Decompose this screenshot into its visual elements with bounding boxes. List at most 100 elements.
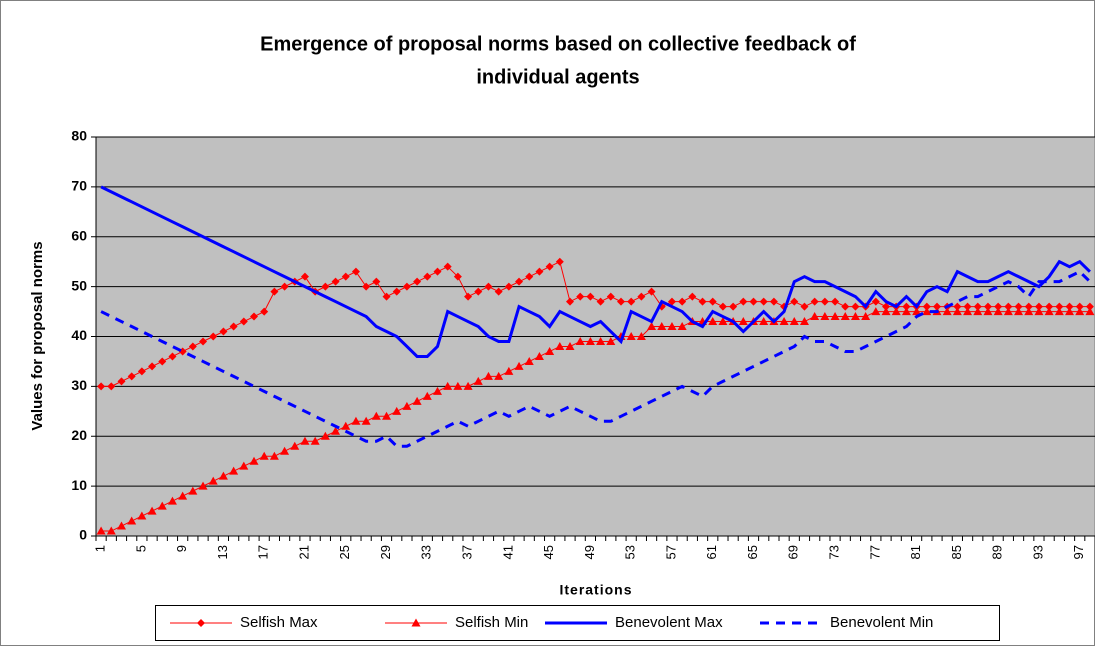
y-tick-label: 80 bbox=[71, 128, 87, 144]
marker bbox=[799, 317, 809, 326]
marker bbox=[596, 297, 605, 306]
marker bbox=[1014, 302, 1023, 311]
marker bbox=[300, 436, 310, 445]
marker bbox=[411, 618, 421, 627]
marker bbox=[362, 282, 371, 291]
x-tick-label: 29 bbox=[378, 545, 393, 559]
marker bbox=[494, 371, 504, 380]
marker bbox=[1034, 302, 1043, 311]
marker bbox=[586, 292, 595, 301]
marker bbox=[290, 441, 300, 450]
x-tick-label: 65 bbox=[745, 545, 760, 559]
marker bbox=[116, 521, 126, 530]
marker bbox=[616, 297, 625, 306]
marker bbox=[820, 312, 830, 321]
marker bbox=[647, 287, 656, 296]
marker bbox=[494, 287, 503, 296]
marker bbox=[270, 287, 279, 296]
marker bbox=[331, 426, 341, 435]
marker bbox=[209, 332, 218, 341]
marker bbox=[320, 431, 330, 440]
marker bbox=[1044, 307, 1054, 316]
marker bbox=[901, 307, 911, 316]
x-tick-label: 13 bbox=[215, 545, 230, 559]
marker bbox=[372, 277, 381, 286]
y-axis-label: Values for proposal norms bbox=[29, 241, 46, 430]
marker bbox=[759, 317, 769, 326]
marker bbox=[392, 287, 401, 296]
x-tick-label: 49 bbox=[582, 545, 597, 559]
marker bbox=[810, 297, 819, 306]
marker bbox=[483, 371, 493, 380]
marker bbox=[922, 302, 931, 311]
marker bbox=[555, 341, 565, 350]
marker bbox=[942, 307, 952, 316]
marker bbox=[993, 307, 1003, 316]
marker bbox=[983, 302, 992, 311]
marker bbox=[199, 337, 208, 346]
marker bbox=[932, 302, 941, 311]
y-tick-label: 40 bbox=[71, 327, 87, 343]
marker bbox=[473, 376, 483, 385]
marker bbox=[698, 297, 707, 306]
marker bbox=[371, 411, 381, 420]
marker bbox=[637, 292, 646, 301]
marker bbox=[902, 302, 911, 311]
y-tick-label: 70 bbox=[71, 178, 87, 194]
marker bbox=[239, 461, 249, 470]
marker bbox=[759, 297, 768, 306]
marker bbox=[871, 307, 881, 316]
marker bbox=[239, 317, 248, 326]
marker bbox=[850, 312, 860, 321]
marker bbox=[566, 297, 575, 306]
marker bbox=[871, 297, 880, 306]
y-tick-label: 50 bbox=[71, 277, 87, 293]
marker bbox=[718, 302, 727, 311]
marker bbox=[188, 342, 197, 351]
marker bbox=[341, 421, 351, 430]
marker bbox=[97, 382, 106, 391]
marker bbox=[504, 366, 514, 375]
marker bbox=[1045, 302, 1054, 311]
marker bbox=[963, 302, 972, 311]
marker bbox=[545, 262, 554, 271]
marker bbox=[1085, 302, 1094, 311]
marker bbox=[167, 496, 177, 505]
marker bbox=[973, 307, 983, 316]
x-tick-label: 69 bbox=[786, 545, 801, 559]
marker bbox=[413, 277, 422, 286]
marker bbox=[127, 516, 137, 525]
marker bbox=[994, 302, 1003, 311]
marker bbox=[830, 312, 840, 321]
marker bbox=[280, 282, 289, 291]
marker bbox=[453, 381, 463, 390]
marker bbox=[810, 312, 820, 321]
marker bbox=[606, 336, 616, 345]
marker bbox=[739, 297, 748, 306]
marker bbox=[229, 322, 238, 331]
marker bbox=[983, 307, 993, 316]
marker bbox=[158, 357, 167, 366]
marker bbox=[1075, 307, 1085, 316]
marker bbox=[208, 476, 218, 485]
marker bbox=[1024, 302, 1033, 311]
marker bbox=[515, 277, 524, 286]
marker bbox=[678, 297, 687, 306]
legend-label: Benevolent Max bbox=[615, 614, 723, 631]
x-tick-label: 89 bbox=[990, 545, 1005, 559]
marker bbox=[260, 307, 269, 316]
marker bbox=[882, 302, 891, 311]
marker bbox=[677, 322, 687, 331]
x-tick-label: 37 bbox=[460, 545, 475, 559]
marker bbox=[504, 282, 513, 291]
marker bbox=[137, 511, 147, 520]
marker bbox=[443, 381, 453, 390]
marker bbox=[269, 451, 279, 460]
marker bbox=[535, 267, 544, 276]
marker bbox=[840, 312, 850, 321]
marker bbox=[219, 327, 228, 336]
marker bbox=[575, 336, 585, 345]
x-tick-label: 33 bbox=[419, 545, 434, 559]
y-tick-label: 30 bbox=[71, 377, 87, 393]
marker bbox=[912, 307, 922, 316]
